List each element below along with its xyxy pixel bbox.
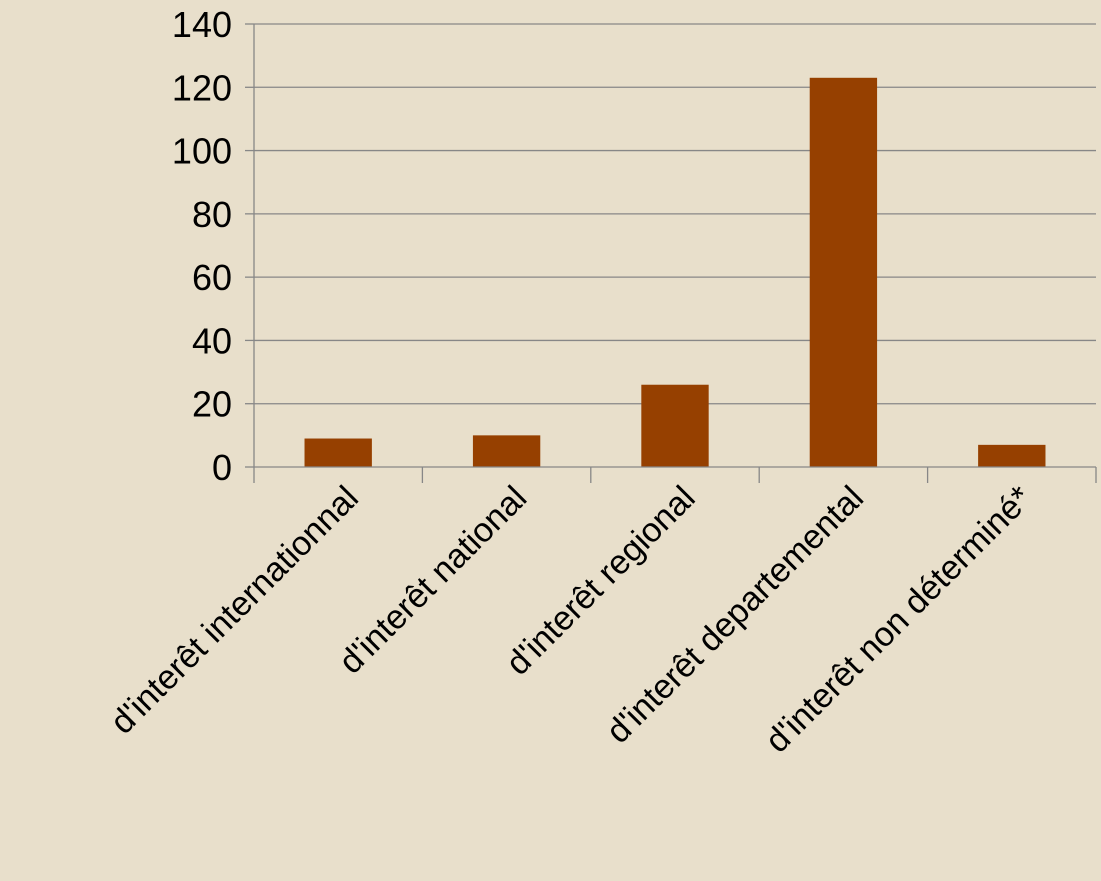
y-tick-label: 20 <box>192 384 232 425</box>
y-tick-label: 0 <box>212 447 232 488</box>
gridlines <box>254 23 1096 405</box>
y-tick-label: 60 <box>192 257 232 298</box>
y-tick-label: 80 <box>192 194 232 235</box>
bar <box>641 384 709 467</box>
y-tick-label: 100 <box>172 131 232 172</box>
labels: 0 20 40 60 80 100 120 140 d'interêt internationn… <box>103 4 1039 760</box>
y-tick-label: 40 <box>192 320 232 361</box>
axes <box>245 23 1097 483</box>
bar <box>304 438 372 467</box>
bars <box>304 77 1046 468</box>
bar <box>978 444 1046 467</box>
bar <box>809 77 878 468</box>
bar <box>472 435 541 467</box>
x-tick-label: d'interêt internationnal <box>103 479 366 742</box>
y-tick-label: 120 <box>172 67 232 108</box>
x-tick-label: d'interêt non déterminé* <box>758 479 1039 760</box>
y-tick-label: 140 <box>172 4 232 45</box>
